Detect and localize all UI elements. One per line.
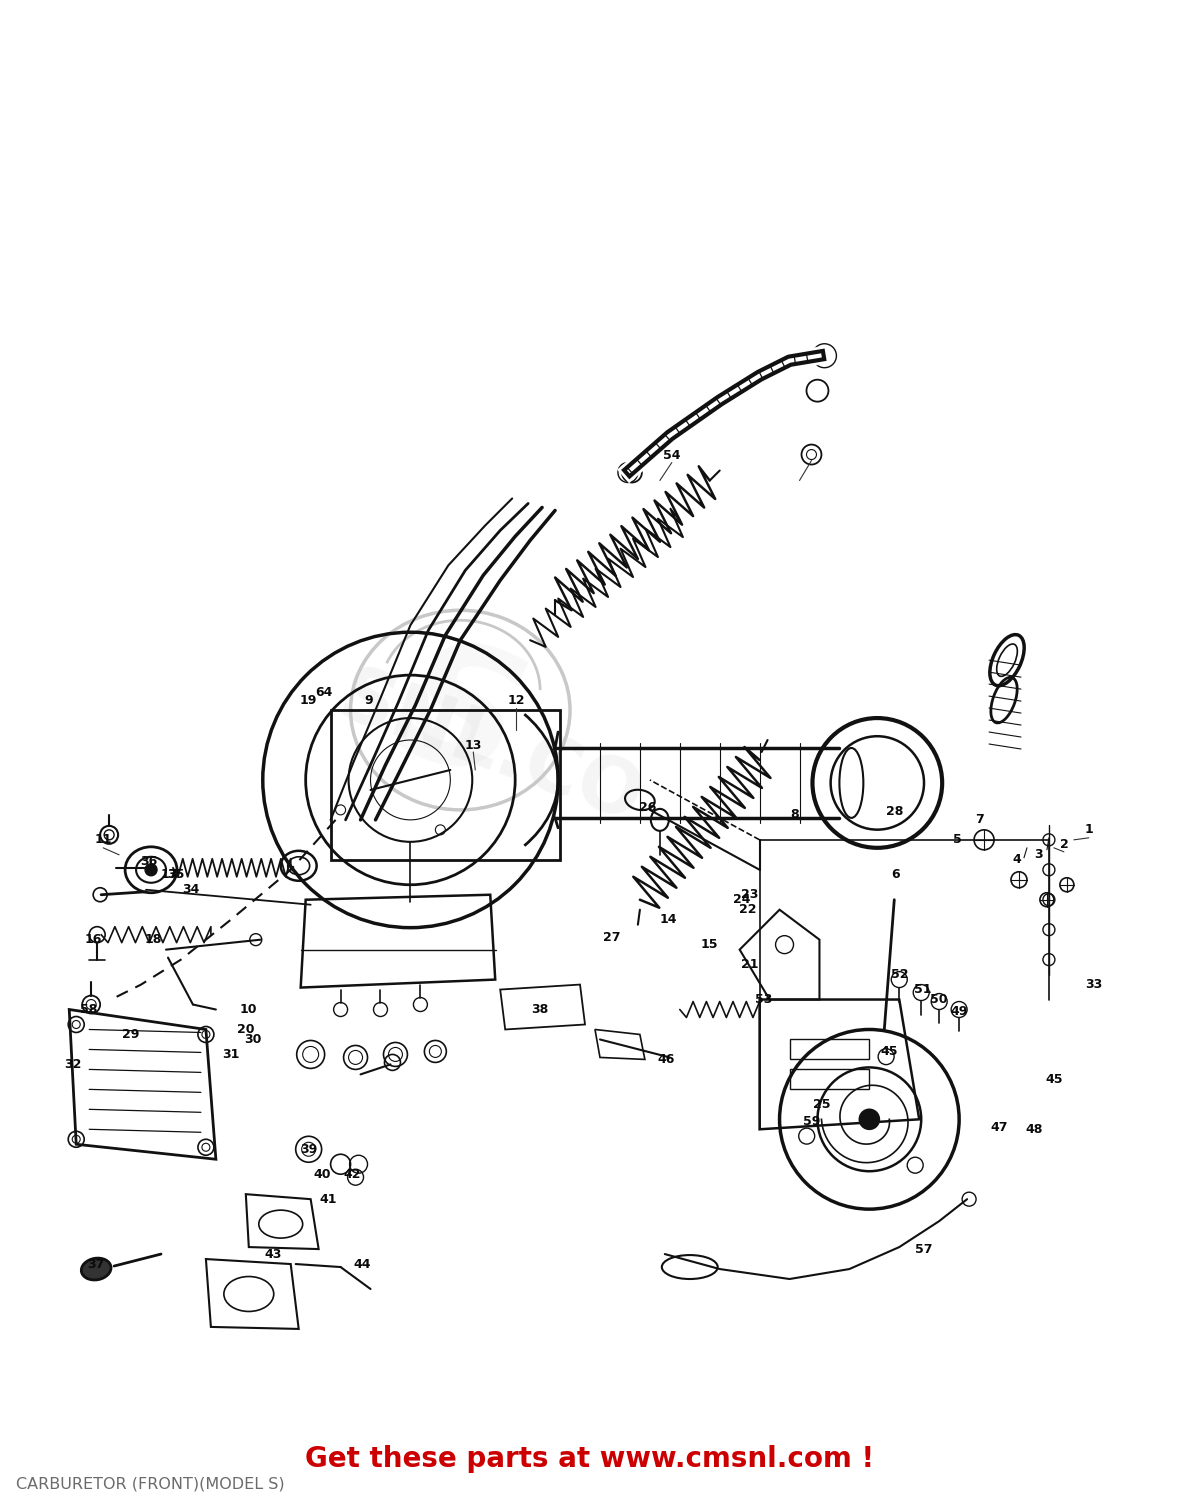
Text: 32: 32: [65, 1058, 81, 1071]
Text: 9: 9: [365, 693, 373, 706]
Text: 33: 33: [1086, 978, 1102, 992]
Text: 16: 16: [85, 933, 101, 946]
Text: 38: 38: [531, 1004, 549, 1016]
Text: 28: 28: [886, 806, 903, 819]
Text: 29: 29: [123, 1028, 139, 1041]
Text: 59: 59: [802, 1114, 820, 1128]
Text: 26: 26: [640, 801, 656, 814]
Text: 27: 27: [603, 932, 621, 944]
Text: 58: 58: [80, 1004, 98, 1016]
Text: 34: 34: [182, 884, 199, 896]
Text: 14: 14: [660, 914, 676, 926]
Ellipse shape: [81, 1258, 111, 1280]
Text: 8: 8: [791, 808, 799, 822]
Text: 17: 17: [160, 868, 178, 882]
Text: 44: 44: [354, 1257, 372, 1270]
Text: 10: 10: [240, 1004, 257, 1016]
Text: 41: 41: [320, 1192, 337, 1206]
Text: CARBURETOR (FRONT)(MODEL S): CARBURETOR (FRONT)(MODEL S): [17, 1476, 286, 1491]
Text: 51: 51: [914, 982, 932, 996]
Circle shape: [859, 1110, 879, 1130]
Text: SNL.CO: SNL.CO: [328, 662, 653, 839]
Text: 18: 18: [144, 933, 162, 946]
Text: 12: 12: [507, 693, 525, 706]
Text: 50: 50: [930, 993, 948, 1006]
Text: 53: 53: [755, 993, 772, 1006]
Text: 36: 36: [140, 855, 158, 868]
Text: 21: 21: [741, 958, 759, 970]
Text: 39: 39: [300, 1143, 317, 1156]
Text: 37: 37: [87, 1257, 105, 1270]
Text: 31: 31: [222, 1048, 240, 1060]
Text: 49: 49: [950, 1005, 968, 1019]
Text: 3: 3: [1035, 849, 1043, 861]
Text: 35: 35: [168, 868, 184, 882]
Text: S: S: [381, 626, 539, 815]
Text: 47: 47: [990, 1120, 1008, 1134]
Text: 46: 46: [657, 1053, 675, 1066]
Text: 6: 6: [891, 868, 899, 882]
Text: 2: 2: [1060, 839, 1068, 852]
Text: 64: 64: [315, 686, 333, 699]
Text: 43: 43: [264, 1248, 282, 1260]
Text: 13: 13: [465, 738, 481, 752]
Text: 52: 52: [891, 968, 909, 981]
Text: 19: 19: [300, 693, 317, 706]
Text: 4: 4: [1012, 853, 1022, 867]
Text: 5: 5: [952, 834, 962, 846]
Text: 57: 57: [916, 1242, 933, 1256]
Text: 48: 48: [1025, 1124, 1043, 1136]
Text: 45: 45: [1045, 1072, 1063, 1086]
Text: 24: 24: [733, 892, 750, 906]
Text: 40: 40: [314, 1167, 332, 1180]
Text: 15: 15: [701, 938, 719, 951]
Circle shape: [145, 864, 157, 876]
Text: Get these parts at www.cmsnl.com !: Get these parts at www.cmsnl.com !: [306, 1444, 874, 1473]
Text: 23: 23: [741, 888, 759, 902]
Text: 1: 1: [1084, 824, 1093, 837]
Text: 22: 22: [739, 903, 756, 916]
Text: 20: 20: [237, 1023, 255, 1036]
Text: 7: 7: [975, 813, 983, 826]
Text: 54: 54: [663, 448, 681, 462]
Text: 30: 30: [244, 1034, 262, 1046]
Text: 25: 25: [813, 1098, 831, 1112]
Text: 11: 11: [94, 834, 112, 846]
Text: 45: 45: [880, 1046, 898, 1058]
Text: 42: 42: [343, 1167, 361, 1180]
